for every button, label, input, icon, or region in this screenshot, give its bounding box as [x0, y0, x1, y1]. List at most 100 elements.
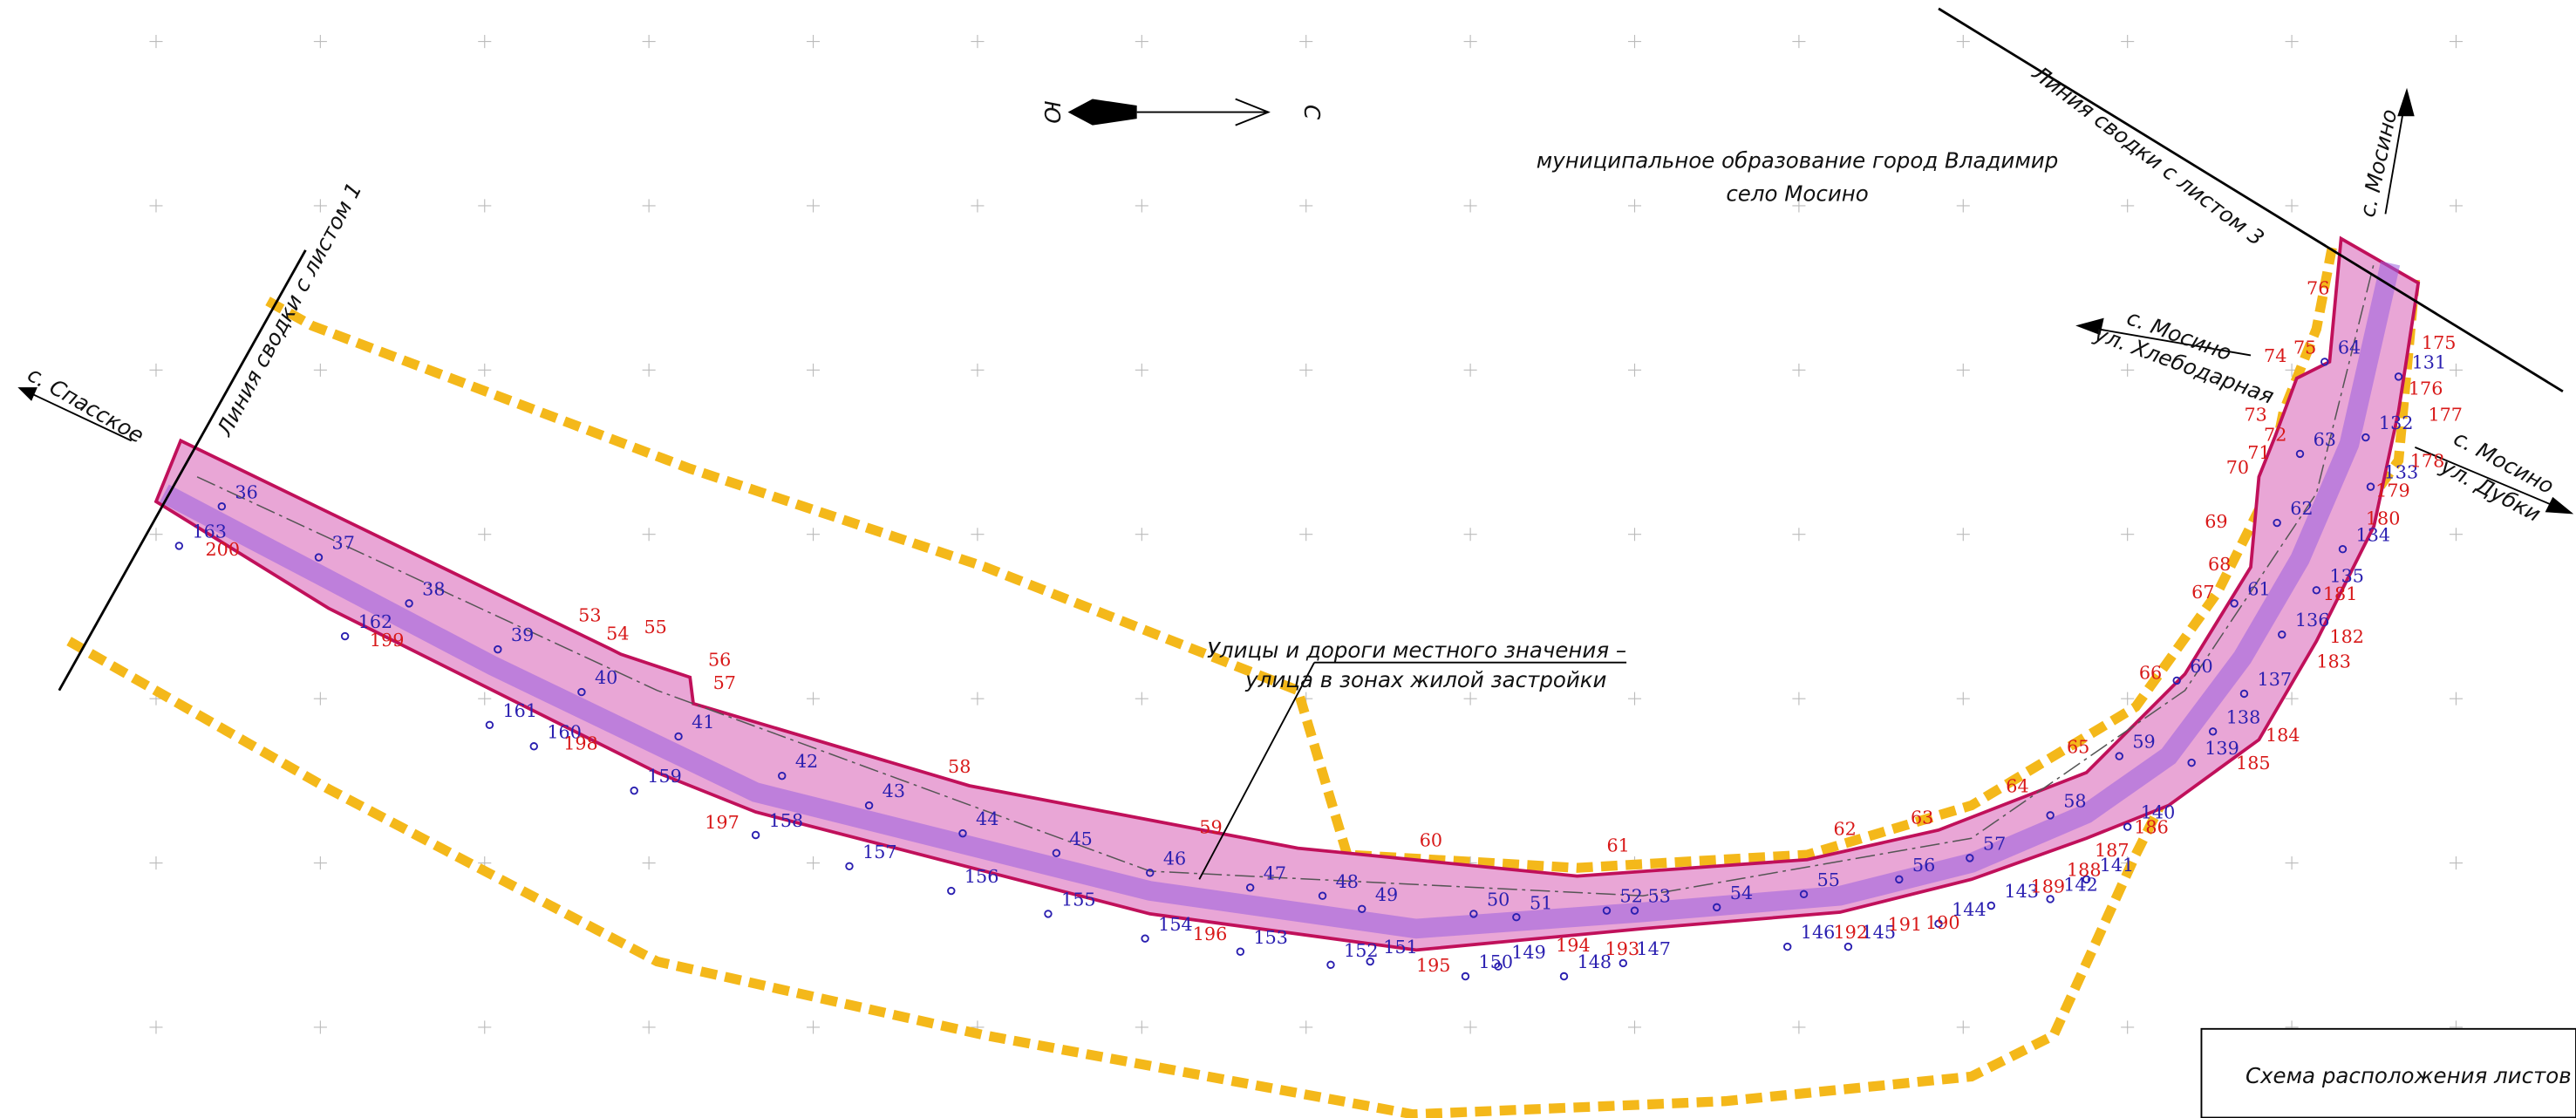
grid-cross	[1627, 1020, 1642, 1034]
grid-cross	[2449, 35, 2464, 49]
axis-point-label: 61	[2247, 578, 2270, 599]
grid-cross	[1956, 528, 1970, 542]
boundary-point-label: 193	[1605, 938, 1640, 959]
grid-cross	[2121, 528, 2135, 542]
boundary-point-label: 185	[2236, 753, 2271, 774]
axis-point-label: 48	[1336, 871, 1359, 892]
axis-point-label: 37	[332, 533, 355, 554]
grid-cross	[478, 363, 492, 377]
grid-cross	[1299, 528, 1313, 542]
axis-point-label: 132	[2379, 412, 2414, 433]
grid-cross	[2285, 856, 2299, 870]
grid-cross	[1792, 692, 1806, 706]
boundary-point-label: 177	[2428, 405, 2463, 426]
grid-cross	[1135, 692, 1148, 706]
sheet-line-1-label: Линия сводки с листом 1	[211, 178, 366, 440]
boundary-point-label: 175	[2422, 332, 2457, 353]
axis-point	[2046, 895, 2055, 903]
axis-point	[1987, 901, 1996, 910]
axis-point-label: 50	[1487, 890, 1509, 910]
grid-cross	[2449, 528, 2464, 542]
axis-point	[947, 886, 956, 896]
grid-cross	[642, 528, 656, 542]
grid-cross	[971, 363, 985, 377]
boundary-point-label: 71	[2247, 442, 2270, 463]
grid-cross	[313, 35, 327, 49]
axis-point	[174, 542, 184, 550]
axis-point-label: 142	[2063, 875, 2098, 896]
grid-cross	[1299, 35, 1313, 49]
axis-point	[2046, 811, 2055, 820]
axis-point	[1512, 912, 1521, 922]
axis-point-label: 141	[2100, 855, 2135, 876]
boundary-point-label: 199	[370, 630, 405, 651]
grid-cross	[1135, 35, 1148, 49]
axis-point-label: 133	[2384, 462, 2419, 483]
axis-point-label: 42	[795, 751, 818, 772]
grid-cross	[971, 199, 985, 213]
callout-text: Улицы и дороги местного значения –	[1207, 637, 1626, 663]
boundary-point-label: 55	[644, 617, 667, 637]
axis-point	[1934, 919, 1943, 928]
boundary-point-label: 182	[2329, 626, 2364, 647]
grid-cross	[149, 856, 163, 870]
axis-point	[2172, 676, 2181, 685]
place-label: с. Спасское	[24, 361, 148, 448]
axis-point	[2230, 599, 2239, 608]
axis-point-label: 161	[502, 700, 537, 721]
grid-cross	[2121, 35, 2135, 49]
axis-point	[778, 771, 787, 781]
axis-point-label: 137	[2258, 669, 2293, 690]
axis-point-label: 38	[422, 578, 445, 599]
boundary-point-label: 190	[1925, 912, 1960, 933]
axis-point	[1044, 910, 1053, 918]
grid-cross	[478, 199, 492, 213]
axis-point-label: 163	[192, 522, 227, 542]
axis-point-label: 64	[2338, 337, 2361, 358]
grid-cross	[807, 363, 821, 377]
axis-point	[405, 599, 413, 608]
axis-point	[1245, 883, 1255, 892]
axis-point	[314, 553, 324, 562]
grid-cross	[2121, 692, 2135, 706]
grid-cross	[1463, 363, 1477, 377]
grid-cross	[1792, 1020, 1806, 1034]
boundary-point-label: 194	[1556, 935, 1591, 956]
axis-point	[958, 828, 967, 838]
axis-point-label: 154	[1158, 914, 1193, 935]
axis-point	[2366, 482, 2375, 491]
grid-cross	[807, 199, 821, 213]
grid-cross	[2449, 199, 2464, 213]
boundary-point-label: 66	[2139, 663, 2162, 684]
axis-point-label: 151	[1383, 937, 1418, 958]
boundary-point-label: 183	[2316, 651, 2351, 671]
axis-point	[1461, 971, 1470, 981]
axis-point	[2115, 752, 2123, 760]
grid-cross	[642, 35, 656, 49]
axis-point	[2338, 544, 2348, 554]
north-arrow-south: Ю	[1039, 100, 1065, 123]
boundary-point-label: 68	[2208, 554, 2231, 575]
grid-cross	[1956, 363, 1970, 377]
grid-cross	[807, 1020, 821, 1034]
axis-point-label: 159	[647, 766, 682, 787]
axis-point-label: 45	[1069, 828, 1092, 849]
boundary-point-label: 59	[1199, 817, 1222, 838]
grid-cross	[1299, 363, 1313, 377]
legend-box	[2200, 1027, 2576, 1118]
grid-cross	[1792, 528, 1806, 542]
boundary-point-label: 197	[705, 812, 739, 833]
grid-cross	[1792, 199, 1806, 213]
grid-cross	[971, 528, 985, 542]
axis-point	[1712, 903, 1721, 912]
grid-cross	[149, 363, 163, 377]
callout-text: улица в зонах жилой застройки	[1244, 667, 1606, 692]
axis-point	[1843, 942, 1853, 951]
axis-point-label: 36	[235, 481, 257, 502]
grid-cross	[313, 199, 327, 213]
axis-point-label: 155	[1061, 890, 1096, 910]
axis-point	[1358, 904, 1366, 913]
grid-cross	[1135, 1020, 1148, 1034]
